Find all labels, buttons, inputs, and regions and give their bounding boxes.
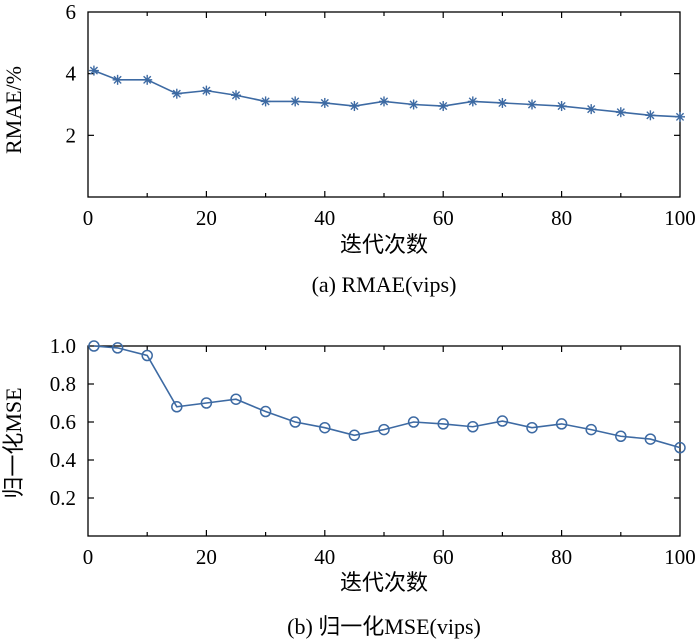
- chart-a-ticks: 0 20 40 60 80 100 2 4 6: [66, 0, 696, 230]
- chart-b-xlabel: 迭代次数: [340, 570, 428, 595]
- chart-b-ylabel: 归一化MSE: [1, 387, 26, 498]
- data-point: [556, 101, 567, 112]
- data-point: [615, 107, 626, 118]
- data-point: [111, 342, 124, 354]
- chart-a: 0 20 40 60 80 100 2 4 6 迭代次数 RMAE/% (a) RMAE(vip…: [1, 0, 696, 297]
- data-point: [88, 340, 100, 352]
- chart-b-ticks: 0 20 40 60 80 100 0.2 0.4 0.6 0.8 1.0: [50, 334, 696, 569]
- y-tick-label: 0.4: [50, 448, 77, 472]
- y-tick-label: 0.8: [50, 372, 76, 396]
- series-line: [93, 345, 681, 449]
- data-point: [496, 415, 509, 427]
- data-point: [497, 97, 508, 108]
- chart-a-caption: (a) RMAE(vips): [312, 272, 457, 297]
- x-tick-label: 20: [196, 206, 217, 230]
- data-point: [615, 430, 627, 442]
- x-tick-label: 80: [551, 545, 572, 569]
- x-tick-label: 100: [664, 545, 696, 569]
- data-point: [289, 416, 301, 428]
- data-point: [141, 349, 153, 362]
- data-point: [231, 90, 241, 101]
- chart-a-ylabel: RMAE/%: [1, 66, 26, 154]
- x-tick-label: 80: [551, 206, 572, 230]
- data-point: [555, 418, 568, 430]
- data-point: [467, 96, 478, 107]
- y-tick-label: 4: [66, 62, 77, 86]
- y-tick-label: 0.2: [50, 486, 76, 510]
- chart-b-frame: [87, 345, 681, 537]
- data-point: [230, 393, 242, 405]
- chart-a-xlabel: 迭代次数: [340, 232, 428, 257]
- y-tick-label: 0.6: [50, 410, 76, 434]
- data-point: [644, 433, 657, 445]
- y-tick-label: 2: [66, 123, 77, 147]
- x-tick-label: 40: [314, 206, 335, 230]
- data-point: [437, 418, 449, 430]
- data-point: [467, 421, 479, 433]
- x-tick-label: 100: [664, 206, 696, 230]
- data-point: [379, 96, 389, 107]
- data-point: [171, 401, 183, 413]
- data-point: [171, 88, 182, 99]
- x-tick-label: 0: [83, 545, 94, 569]
- data-point: [527, 99, 537, 110]
- data-point: [586, 104, 597, 115]
- chart-b-marks: [88, 340, 686, 454]
- chart-b-caption: (b) 归一化MSE(vips): [287, 614, 481, 639]
- data-point: [200, 397, 213, 409]
- data-point: [349, 101, 360, 112]
- x-tick-label: 60: [433, 206, 454, 230]
- data-point: [378, 423, 390, 436]
- chart-a-marks: [88, 65, 685, 122]
- data-point: [201, 85, 212, 96]
- data-point: [142, 74, 153, 85]
- data-point: [585, 423, 597, 436]
- data-point: [348, 429, 361, 442]
- data-point: [526, 421, 538, 434]
- data-point: [319, 97, 330, 108]
- y-tick-label: 1.0: [50, 334, 76, 358]
- data-point: [112, 74, 123, 85]
- data-point: [88, 65, 99, 76]
- data-point: [407, 416, 420, 428]
- data-point: [674, 441, 686, 454]
- data-point: [675, 111, 685, 122]
- data-point: [319, 421, 331, 434]
- data-point: [290, 96, 301, 107]
- x-tick-label: 0: [83, 206, 94, 230]
- data-point: [645, 110, 656, 121]
- data-point: [260, 96, 271, 107]
- x-tick-label: 40: [314, 545, 335, 569]
- x-tick-label: 60: [433, 545, 454, 569]
- y-tick-label: 6: [66, 0, 77, 24]
- data-point: [438, 101, 449, 112]
- data-point: [408, 99, 419, 110]
- x-tick-label: 20: [196, 545, 217, 569]
- data-point: [259, 405, 272, 418]
